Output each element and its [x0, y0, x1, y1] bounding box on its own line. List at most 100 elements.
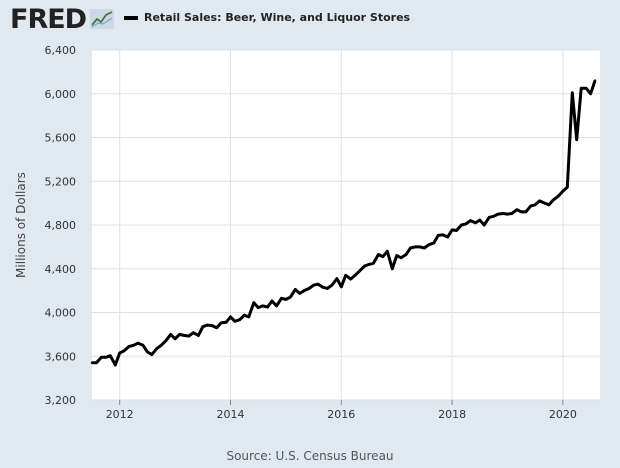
data-point [363, 264, 366, 268]
data-point [515, 208, 519, 211]
data-point [377, 253, 380, 256]
data-point [183, 334, 186, 337]
y-tick-label: 4,000 [45, 307, 77, 320]
x-axis: 2012 2014 2016 2018 2020 [106, 400, 577, 421]
data-point [95, 361, 98, 364]
data-point [450, 228, 454, 232]
data-point [552, 198, 555, 201]
data-point [478, 218, 481, 222]
x-tick-label: 2016 [327, 408, 355, 421]
data-point [538, 199, 541, 203]
data-point [187, 334, 191, 338]
chart-legend: Retail Sales: Beer, Wine, and Liquor Sto… [124, 11, 410, 24]
data-point [496, 212, 500, 216]
data-point [229, 315, 232, 319]
data-point [206, 323, 209, 327]
data-point [201, 325, 204, 328]
data-point [520, 210, 523, 214]
data-point [367, 263, 371, 266]
x-tick-label: 2014 [216, 408, 244, 421]
data-point [211, 324, 214, 327]
y-axis-label: Millions of Dollars [14, 172, 28, 278]
data-point [104, 356, 108, 359]
data-point [173, 337, 177, 340]
data-point [266, 305, 269, 309]
data-point [298, 292, 301, 295]
data-point [464, 222, 468, 226]
y-tick-label: 4,800 [45, 219, 77, 232]
data-point [150, 353, 153, 356]
data-point [312, 284, 315, 287]
x-tick-label: 2018 [438, 408, 466, 421]
data-point [571, 91, 574, 94]
data-point [146, 350, 149, 354]
data-point [160, 344, 163, 347]
data-point [585, 87, 588, 90]
data-point [114, 363, 117, 367]
data-point [488, 216, 491, 219]
data-point [423, 246, 426, 250]
data-point [141, 344, 145, 347]
data-point [395, 254, 398, 257]
data-point [243, 314, 246, 317]
data-point [224, 321, 228, 324]
data-point [321, 286, 325, 289]
data-point [330, 284, 334, 287]
data-point [215, 326, 218, 329]
data-point [238, 318, 242, 321]
data-point [109, 354, 112, 357]
data-point [437, 234, 440, 237]
x-tick-label: 2012 [106, 408, 134, 421]
data-point [474, 221, 477, 224]
fred-logo[interactable]: FRED [10, 4, 87, 35]
data-point [566, 186, 569, 189]
data-point [469, 219, 472, 222]
data-point [399, 256, 403, 259]
data-point [446, 235, 449, 239]
data-point [252, 301, 255, 304]
data-point [316, 282, 320, 286]
data-point [280, 297, 283, 300]
data-point [326, 287, 329, 290]
data-points [90, 79, 597, 367]
y-tick-label: 5,600 [45, 132, 77, 145]
data-point [164, 339, 167, 343]
data-point [543, 201, 546, 205]
data-point [593, 79, 597, 82]
data-point [270, 299, 274, 303]
legend-swatch [124, 15, 138, 20]
data-point [294, 288, 297, 291]
y-tick-label: 3,600 [45, 350, 77, 363]
x-tick-label: 2020 [549, 408, 577, 421]
data-point [413, 245, 417, 249]
data-point [492, 215, 495, 218]
data-point [589, 92, 592, 96]
data-point [455, 229, 458, 232]
data-point [427, 243, 430, 246]
data-point [136, 341, 140, 345]
data-point [432, 241, 435, 245]
data-point [529, 204, 532, 208]
trend-graph-icon [90, 9, 114, 29]
y-tick-label: 4,400 [45, 263, 77, 276]
data-point [303, 289, 306, 292]
data-point [219, 321, 223, 325]
data-point [340, 285, 343, 288]
data-point [404, 253, 408, 256]
data-point [460, 223, 463, 227]
data-point [391, 267, 394, 270]
data-point [441, 233, 444, 236]
data-point [90, 361, 94, 364]
data-point [308, 287, 311, 290]
data-point [233, 320, 237, 323]
y-tick-label: 3,200 [45, 394, 77, 407]
data-point [386, 250, 389, 253]
data-point [132, 344, 135, 347]
data-point [353, 274, 357, 277]
data-point [192, 331, 195, 334]
data-point [178, 333, 181, 336]
data-point [547, 203, 551, 206]
data-point [284, 298, 288, 301]
y-tick-label: 6,000 [45, 88, 77, 101]
data-point [506, 212, 509, 216]
